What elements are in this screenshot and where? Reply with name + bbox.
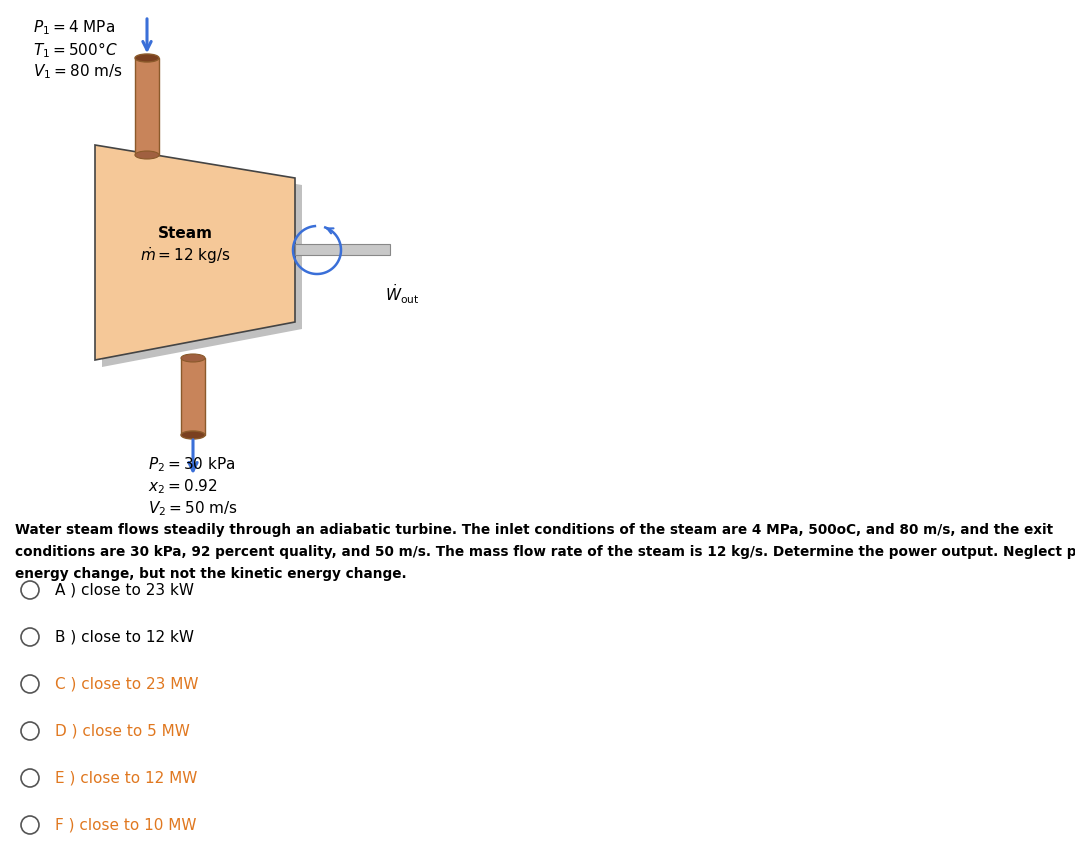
Ellipse shape: [181, 431, 205, 439]
Circle shape: [22, 769, 39, 787]
Text: $V_2 = 50$ m/s: $V_2 = 50$ m/s: [148, 499, 238, 517]
Ellipse shape: [135, 54, 159, 62]
Polygon shape: [135, 58, 159, 155]
Text: $P_2 = 30$ kPa: $P_2 = 30$ kPa: [148, 455, 235, 474]
Text: B ) close to 12 kW: B ) close to 12 kW: [55, 629, 194, 645]
Text: E ) close to 12 MW: E ) close to 12 MW: [55, 770, 198, 786]
FancyBboxPatch shape: [295, 244, 390, 255]
Circle shape: [22, 628, 39, 646]
Circle shape: [22, 675, 39, 693]
Circle shape: [22, 722, 39, 740]
Polygon shape: [102, 152, 302, 367]
Ellipse shape: [181, 354, 205, 362]
Ellipse shape: [135, 151, 159, 159]
Text: $T_1 = 500°C$: $T_1 = 500°C$: [33, 40, 117, 60]
Text: C ) close to 23 MW: C ) close to 23 MW: [55, 676, 199, 692]
Text: $P_1 = 4$ MPa: $P_1 = 4$ MPa: [33, 18, 115, 37]
Text: Water steam flows steadily through an adiabatic turbine. The inlet conditions of: Water steam flows steadily through an ad…: [15, 523, 1054, 537]
Text: D ) close to 5 MW: D ) close to 5 MW: [55, 723, 190, 739]
Text: $\dot{m} = 12$ kg/s: $\dot{m} = 12$ kg/s: [140, 245, 230, 267]
Text: A ) close to 23 kW: A ) close to 23 kW: [55, 582, 194, 598]
Text: conditions are 30 kPa, 92 percent quality, and 50 m/s. The mass flow rate of the: conditions are 30 kPa, 92 percent qualit…: [15, 545, 1075, 559]
Polygon shape: [181, 358, 205, 435]
Text: $x_2 = 0.92$: $x_2 = 0.92$: [148, 477, 217, 496]
Text: Steam: Steam: [158, 227, 213, 241]
Text: $V_1 = 80$ m/s: $V_1 = 80$ m/s: [33, 62, 123, 80]
Text: energy change, but not the kinetic energy change.: energy change, but not the kinetic energ…: [15, 567, 406, 581]
Text: $\dot{W}_{\mathrm{out}}$: $\dot{W}_{\mathrm{out}}$: [385, 282, 419, 305]
Circle shape: [22, 581, 39, 599]
Text: F ) close to 10 MW: F ) close to 10 MW: [55, 817, 197, 833]
Circle shape: [22, 816, 39, 834]
Polygon shape: [95, 145, 295, 360]
